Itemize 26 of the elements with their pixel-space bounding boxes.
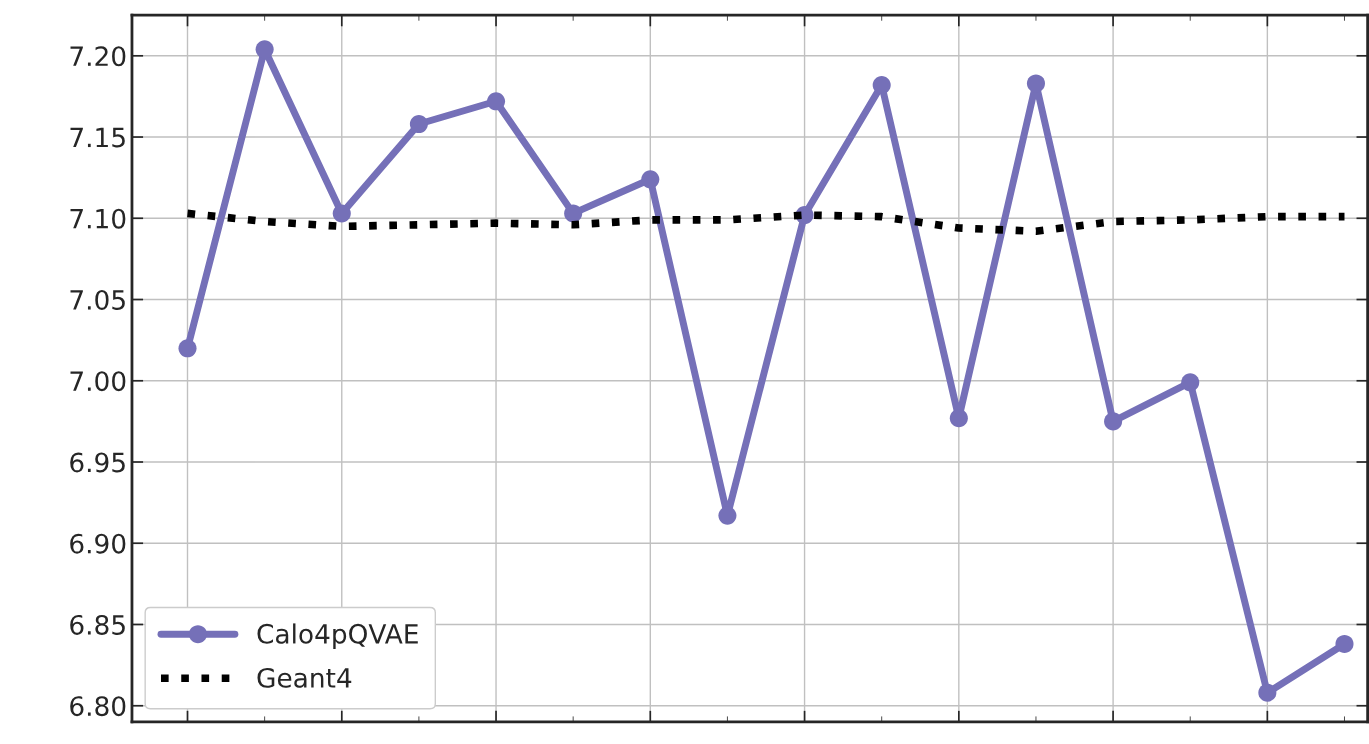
point xyxy=(332,204,351,223)
point xyxy=(255,40,274,59)
point xyxy=(1258,683,1277,702)
point xyxy=(409,115,428,134)
y-tick-label: 7.00 xyxy=(70,371,126,392)
point xyxy=(641,170,660,189)
point xyxy=(178,339,197,358)
point xyxy=(1335,634,1354,654)
legend-label: Calo4pQVAE xyxy=(257,623,418,649)
y-tick-label: 6.90 xyxy=(70,533,126,554)
point xyxy=(872,76,891,95)
y-tick-label: 6.80 xyxy=(70,696,126,717)
point xyxy=(1026,74,1045,93)
y-tick-label: 6.95 xyxy=(70,452,125,473)
point xyxy=(1181,373,1200,392)
y-tick-label: 7.15 xyxy=(70,127,125,148)
point xyxy=(564,204,583,223)
point xyxy=(1104,412,1123,431)
y-tick-label: 7.20 xyxy=(70,46,126,67)
point xyxy=(718,506,737,525)
y-tick-label: 6.85 xyxy=(70,614,125,635)
point xyxy=(949,409,968,428)
y-tick-label: 7.05 xyxy=(70,289,125,310)
y-tick-label: 7.10 xyxy=(70,208,126,229)
point xyxy=(487,92,506,111)
legend-label: Geant4 xyxy=(257,667,352,688)
